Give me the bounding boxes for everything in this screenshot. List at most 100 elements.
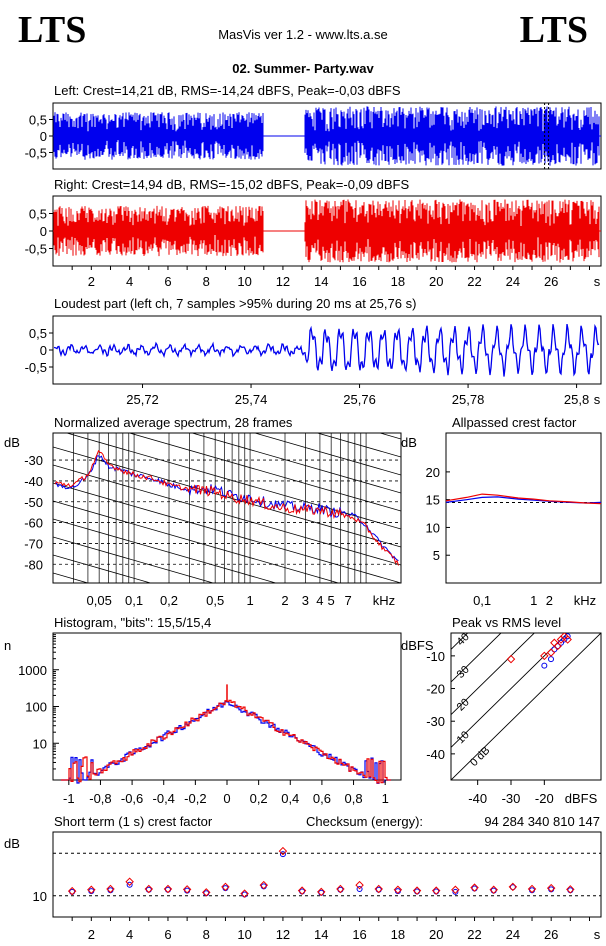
left-ytick-label: 0,5 [29, 113, 47, 128]
loudest-frame [52, 315, 602, 385]
right-xunit: s [594, 274, 601, 289]
histogram-xtick-label: 0,6 [313, 791, 331, 806]
spectrum-xunit: kHz [373, 593, 395, 608]
shortterm-xtick-label: 2 [88, 927, 95, 942]
peakrms-point-right [546, 648, 556, 657]
loudest-xunit: s [594, 392, 601, 407]
shortterm-point-right [87, 885, 96, 895]
shortterm-point-right [278, 846, 288, 856]
shortterm-point-right [240, 889, 249, 898]
spectrum-xtick-label: 0,2 [160, 593, 178, 608]
peakrms-point-right [550, 638, 559, 648]
allpassed-ytick-label: 15 [426, 493, 440, 508]
right-xtick-label: 24 [506, 274, 520, 289]
peakrms-diag-label: 30 [455, 664, 472, 681]
loudest-ytick-label: -0,5 [25, 360, 47, 375]
shortterm-point-left [337, 886, 344, 893]
shortterm-point-left [145, 886, 152, 893]
right-xtick-label: 10 [237, 274, 251, 289]
shortterm-xtick-label: 16 [352, 927, 366, 942]
peakrms-point-right [563, 635, 572, 644]
shortterm-point-left [490, 887, 497, 894]
allpassed-ylabel: dB [401, 435, 417, 450]
peakrms-point-left [541, 662, 548, 669]
shortterm-xtick-label: 12 [276, 927, 290, 942]
spectrum-slope-line [190, 433, 401, 494]
left-ytick-label: -0,5 [25, 146, 47, 161]
shortterm-point-right [546, 883, 556, 893]
spectrum-slope-line [65, 433, 401, 530]
right-ytick-label: 0,5 [29, 207, 47, 222]
shortterm-xtick-label: 14 [314, 927, 328, 942]
app-title: MasVis ver 1.2 - www.lts.a.se [218, 27, 388, 42]
spectrum-xtick-label: 7 [344, 593, 351, 608]
spectrum-title: Normalized average spectrum, 28 frames [54, 415, 293, 430]
spectrum-slope-line [53, 500, 340, 583]
spectrum-xtick-label: 4 [316, 593, 323, 608]
spectrum-frame [52, 432, 402, 584]
peakrms-ytick-label: -20 [426, 682, 445, 697]
shortterm-point-left [471, 885, 478, 892]
shortterm-point-left [567, 887, 574, 894]
loudest-xtick-label: 25,72 [126, 392, 159, 407]
shortterm-point-right [259, 880, 269, 890]
shortterm-point-right [336, 884, 345, 894]
shortterm-xtick-label: 8 [203, 927, 210, 942]
spectrum-ytick-label: -40 [24, 474, 43, 489]
shortterm-point-right [451, 885, 460, 895]
allpassed-series-right [445, 493, 602, 505]
shortterm-xtick-label: 6 [164, 927, 171, 942]
shortterm-point-right [355, 880, 364, 890]
checksum-label: Checksum (energy): [306, 814, 423, 829]
right-ytick-label: -0,5 [25, 242, 47, 257]
loudest-xtick-label: 25,78 [452, 392, 485, 407]
shortterm-point-left [299, 888, 306, 895]
peakrms-xtick-label: -20 [535, 791, 554, 806]
peakrms-crest-line [451, 633, 535, 716]
shortterm-point-right [202, 888, 211, 897]
spectrum-slope-line [53, 627, 401, 727]
shortterm-point-left [433, 888, 440, 895]
spectrum-slope-line [253, 433, 401, 476]
shortterm-point-right [393, 885, 403, 895]
right-xtick-label: 22 [467, 274, 481, 289]
spectrum-slope-line [53, 554, 152, 583]
right-xtick-label: 4 [126, 274, 133, 289]
shortterm-frame [52, 831, 602, 918]
shortterm-point-right [566, 885, 575, 894]
shortterm-xtick-label: 4 [126, 927, 133, 942]
right-xtick-label: 18 [391, 274, 405, 289]
allpassed-xtick-label: 0,1 [473, 593, 491, 608]
loudest-title: Loudest part (left ch, 7 samples >95% du… [54, 296, 416, 311]
shortterm-point-right [527, 884, 537, 894]
shortterm-point-right [374, 884, 383, 894]
shortterm-xtick-label: 10 [237, 927, 251, 942]
shortterm-point-right [163, 884, 173, 894]
peakrms-ytick-label: -40 [426, 747, 445, 762]
loudest-ytick-label: 0,5 [29, 326, 47, 341]
peakrms-crest-line [451, 633, 601, 780]
spectrum-xtick-label: 0,1 [125, 593, 143, 608]
loudest-xtick-label: 25,74 [235, 392, 268, 407]
histogram-ytick-label: 10 [33, 736, 47, 751]
allpassed-ytick-label: 10 [426, 520, 440, 535]
histogram-series-left [61, 701, 391, 784]
shortterm-point-right [144, 884, 154, 894]
shortterm-point-left [69, 888, 76, 895]
shortterm-point-right [431, 886, 441, 895]
left-title: Left: Crest=14,21 dB, RMS=-14,24 dBFS, P… [54, 83, 401, 98]
allpassed-xtick-label: 1 [530, 593, 537, 608]
peakrms-ytick-label: -10 [426, 649, 445, 664]
peakrms-crest-line [451, 633, 569, 748]
shortterm-ytick-label: 10 [33, 889, 47, 904]
histogram-xtick-label: -0,6 [121, 791, 143, 806]
loudest-ytick-label: 0 [40, 343, 47, 358]
shortterm-point-right [470, 883, 479, 892]
peakrms-xunit: dBFS [565, 791, 598, 806]
shortterm-xtick-label: 22 [467, 927, 481, 942]
allpassed-xunit: kHz [574, 593, 596, 608]
peakrms-xtick-label: -30 [502, 791, 521, 806]
shortterm-point-right [508, 882, 518, 892]
shortterm-point-right [67, 886, 77, 896]
